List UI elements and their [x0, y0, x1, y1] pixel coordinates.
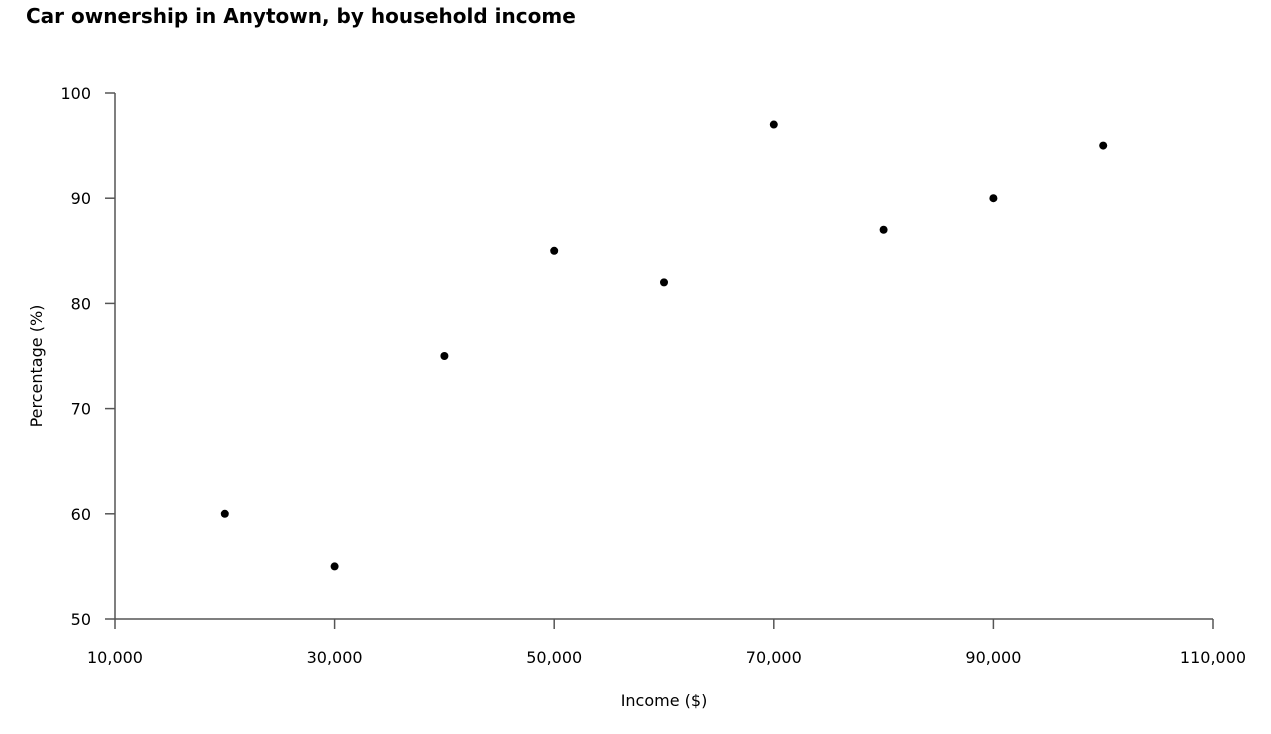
data-point — [440, 352, 449, 360]
y-tick-label: 50 — [71, 610, 91, 629]
data-point — [220, 509, 229, 518]
x-ticks: 10,000 30,000 50,000 70,000 90,000 110,000 — [87, 619, 1246, 667]
data-point — [879, 225, 888, 234]
axes — [114, 93, 1213, 620]
x-axis-label: Income ($) — [621, 691, 708, 710]
y-tick-label: 90 — [71, 189, 91, 208]
x-tick-label: 110,000 — [1180, 648, 1246, 667]
data-point — [660, 278, 668, 287]
x-tick-label: 30,000 — [307, 648, 363, 667]
x-tick-label: 10,000 — [87, 648, 143, 667]
y-tick-label: 80 — [71, 294, 91, 313]
x-tick-label: 90,000 — [965, 648, 1021, 667]
data-points — [220, 120, 1108, 571]
y-axis-label: Percentage (%) — [27, 305, 46, 428]
y-ticks: 50 60 70 80 90 100 — [60, 84, 115, 629]
chart-title: Car ownership in Anytown, by household i… — [26, 4, 576, 28]
y-tick-label: 100 — [60, 84, 91, 103]
x-tick-label: 70,000 — [746, 648, 802, 667]
data-point — [769, 120, 778, 129]
data-point — [1099, 141, 1108, 150]
data-point — [550, 246, 559, 255]
data-point — [330, 562, 339, 571]
data-point — [989, 194, 998, 203]
x-tick-label: 50,000 — [526, 648, 582, 667]
y-tick-label: 70 — [71, 400, 91, 419]
y-tick-label: 60 — [71, 505, 91, 524]
